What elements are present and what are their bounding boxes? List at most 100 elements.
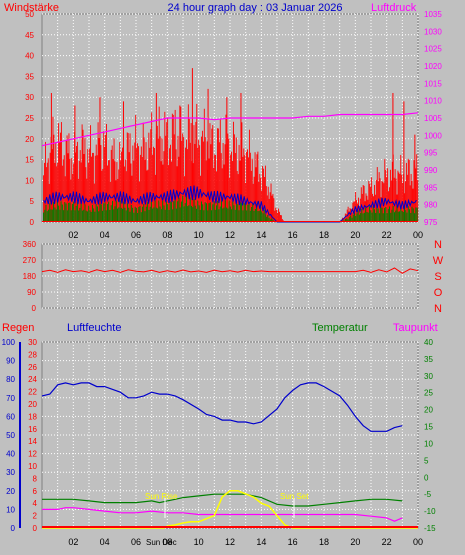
temperature-tick-label: -10 bbox=[424, 507, 436, 516]
humidity-tick-label: 80 bbox=[6, 375, 15, 384]
humidity-tick-label: 30 bbox=[6, 468, 15, 477]
x-tick-label: 04 bbox=[100, 230, 110, 240]
x-tick-label: 08 bbox=[162, 230, 172, 240]
rain-tick-label: 4 bbox=[33, 499, 38, 508]
rain-tick-label: 16 bbox=[28, 425, 37, 434]
direction-tick-label: 360 bbox=[23, 240, 37, 249]
pressure-tick-label: 990 bbox=[424, 166, 438, 175]
temperature-tick-label: 15 bbox=[424, 423, 433, 432]
sun-set-label: Sun Set bbox=[280, 492, 309, 501]
compass-label: W bbox=[433, 255, 444, 267]
temperature-tick-label: 40 bbox=[424, 338, 433, 347]
temperature-line bbox=[42, 493, 403, 507]
temperature-tick-label: 30 bbox=[424, 372, 433, 381]
pressure-tick-label: 1035 bbox=[424, 10, 442, 19]
rain-tick-label: 10 bbox=[28, 462, 37, 471]
x-tick-label: 10 bbox=[194, 537, 204, 547]
compass-label: N bbox=[434, 303, 442, 315]
direction-tick-label: 180 bbox=[23, 272, 37, 281]
pressure-tick-label: 1020 bbox=[424, 62, 442, 71]
temperature-tick-label: 5 bbox=[424, 456, 429, 465]
x-tick-label: 02 bbox=[68, 230, 78, 240]
wind-tick-label: 0 bbox=[30, 218, 35, 227]
panel-direction-bg bbox=[41, 243, 419, 309]
temperature-tick-label: 10 bbox=[424, 439, 433, 448]
rain-tick-label: 12 bbox=[28, 450, 37, 459]
rain-tick-label: 18 bbox=[28, 412, 37, 421]
humidity-tick-label: 40 bbox=[6, 450, 15, 459]
wind-tick-label: 5 bbox=[30, 197, 35, 206]
direction-y-ticks: 0 90 180 270 360 bbox=[23, 240, 37, 313]
pressure-y-ticks: 975 980 985 990 995 1000 1005 1010 1015 1020 1025 1… bbox=[424, 10, 442, 227]
direction-tick-label: 0 bbox=[32, 304, 37, 313]
x-tick-label: 04 bbox=[100, 537, 110, 547]
pressure-axis-title: Luftdruck bbox=[371, 2, 417, 14]
pressure-tick-label: 975 bbox=[424, 218, 438, 227]
x-tick-label: 06 bbox=[131, 230, 141, 240]
x-tick-label: 18 bbox=[319, 537, 329, 547]
x-tick-label: 18 bbox=[319, 230, 329, 240]
humidity-tick-label: 10 bbox=[6, 505, 15, 514]
humidity-tick-label: 90 bbox=[6, 357, 15, 366]
rain-tick-label: 8 bbox=[33, 474, 38, 483]
humidity-tick-label: 70 bbox=[6, 394, 15, 403]
wind-y-ticks: 0 5 10 15 20 25 30 35 40 45 50 bbox=[25, 10, 34, 227]
temperature-tick-label: -15 bbox=[424, 524, 436, 533]
direction-series bbox=[41, 267, 419, 274]
x-tick-label: 02 bbox=[68, 537, 78, 547]
avg-wind-line bbox=[43, 185, 417, 223]
rain-tick-label: 28 bbox=[28, 350, 37, 359]
humidity-tick-label: 50 bbox=[6, 431, 15, 440]
x-tick-label: 12 bbox=[225, 537, 235, 547]
dewpoint-line bbox=[42, 507, 403, 522]
rain-axis-title: Regen bbox=[2, 322, 34, 334]
pressure-tick-label: 980 bbox=[424, 201, 438, 210]
humidity-tick-label: 20 bbox=[6, 487, 15, 496]
x-tick-label: 22 bbox=[382, 230, 392, 240]
wind-tick-label: 25 bbox=[25, 114, 34, 123]
x-tick-label: 20 bbox=[350, 537, 360, 547]
climate-grid bbox=[42, 341, 419, 529]
dewpoint-axis-title: Taupunkt bbox=[393, 322, 438, 334]
wind-tick-label: 20 bbox=[25, 135, 34, 144]
rain-tick-label: 14 bbox=[28, 437, 37, 446]
humidity-tick-label: 60 bbox=[6, 412, 15, 421]
x-tick-label: 06 bbox=[131, 537, 141, 547]
x-tick-label: 16 bbox=[288, 537, 298, 547]
rain-tick-label: 20 bbox=[28, 400, 37, 409]
wind-tick-label: 30 bbox=[25, 93, 34, 102]
rain-tick-label: 0 bbox=[33, 524, 38, 533]
compass-label: S bbox=[434, 271, 441, 283]
pressure-tick-label: 995 bbox=[424, 149, 438, 158]
temperature-tick-label: -5 bbox=[424, 490, 432, 499]
rain-tick-label: 22 bbox=[28, 388, 37, 397]
panel-climate: Regen Luftfeuchte Temperatur Taupunkt 0 1… bbox=[2, 322, 438, 547]
x-tick-label: 10 bbox=[194, 230, 204, 240]
humidity-y-ticks: 0 10 20 30 40 50 60 70 80 90 100 bbox=[2, 338, 16, 533]
temperature-y-ticks: -15 -10 -5 0 5 10 15 20 25 30 35 40 bbox=[424, 338, 436, 533]
pressure-tick-label: 1000 bbox=[424, 131, 442, 140]
direction-tick-label: 270 bbox=[23, 256, 37, 265]
x-tick-label: 14 bbox=[256, 537, 266, 547]
sun-dec-label: Sun Dec bbox=[146, 538, 177, 547]
wind-tick-label: 45 bbox=[25, 31, 34, 40]
wind-tick-label: 35 bbox=[25, 72, 34, 81]
temperature-tick-label: 20 bbox=[424, 406, 433, 415]
rain-tick-label: 30 bbox=[28, 338, 37, 347]
solar-line bbox=[42, 490, 418, 529]
x-tick-label: 20 bbox=[350, 230, 360, 240]
direction-tick-label: 90 bbox=[27, 288, 36, 297]
x-tick-label: 14 bbox=[256, 230, 266, 240]
temperature-axis-title: Temperatur bbox=[312, 322, 368, 334]
wind-tick-label: 40 bbox=[25, 52, 34, 61]
wind-axis-title: Windstärke bbox=[4, 2, 59, 14]
x-tick-label: 00 bbox=[413, 230, 423, 240]
compass-label: O bbox=[434, 287, 443, 299]
wind-x-ticks: 02 04 06 08 10 12 14 16 18 20 22 00 bbox=[68, 230, 423, 240]
chart-title: 24 hour graph day : 03 Januar 2026 bbox=[168, 2, 343, 14]
temperature-tick-label: 0 bbox=[424, 473, 429, 482]
pressure-tick-label: 1030 bbox=[424, 27, 442, 36]
